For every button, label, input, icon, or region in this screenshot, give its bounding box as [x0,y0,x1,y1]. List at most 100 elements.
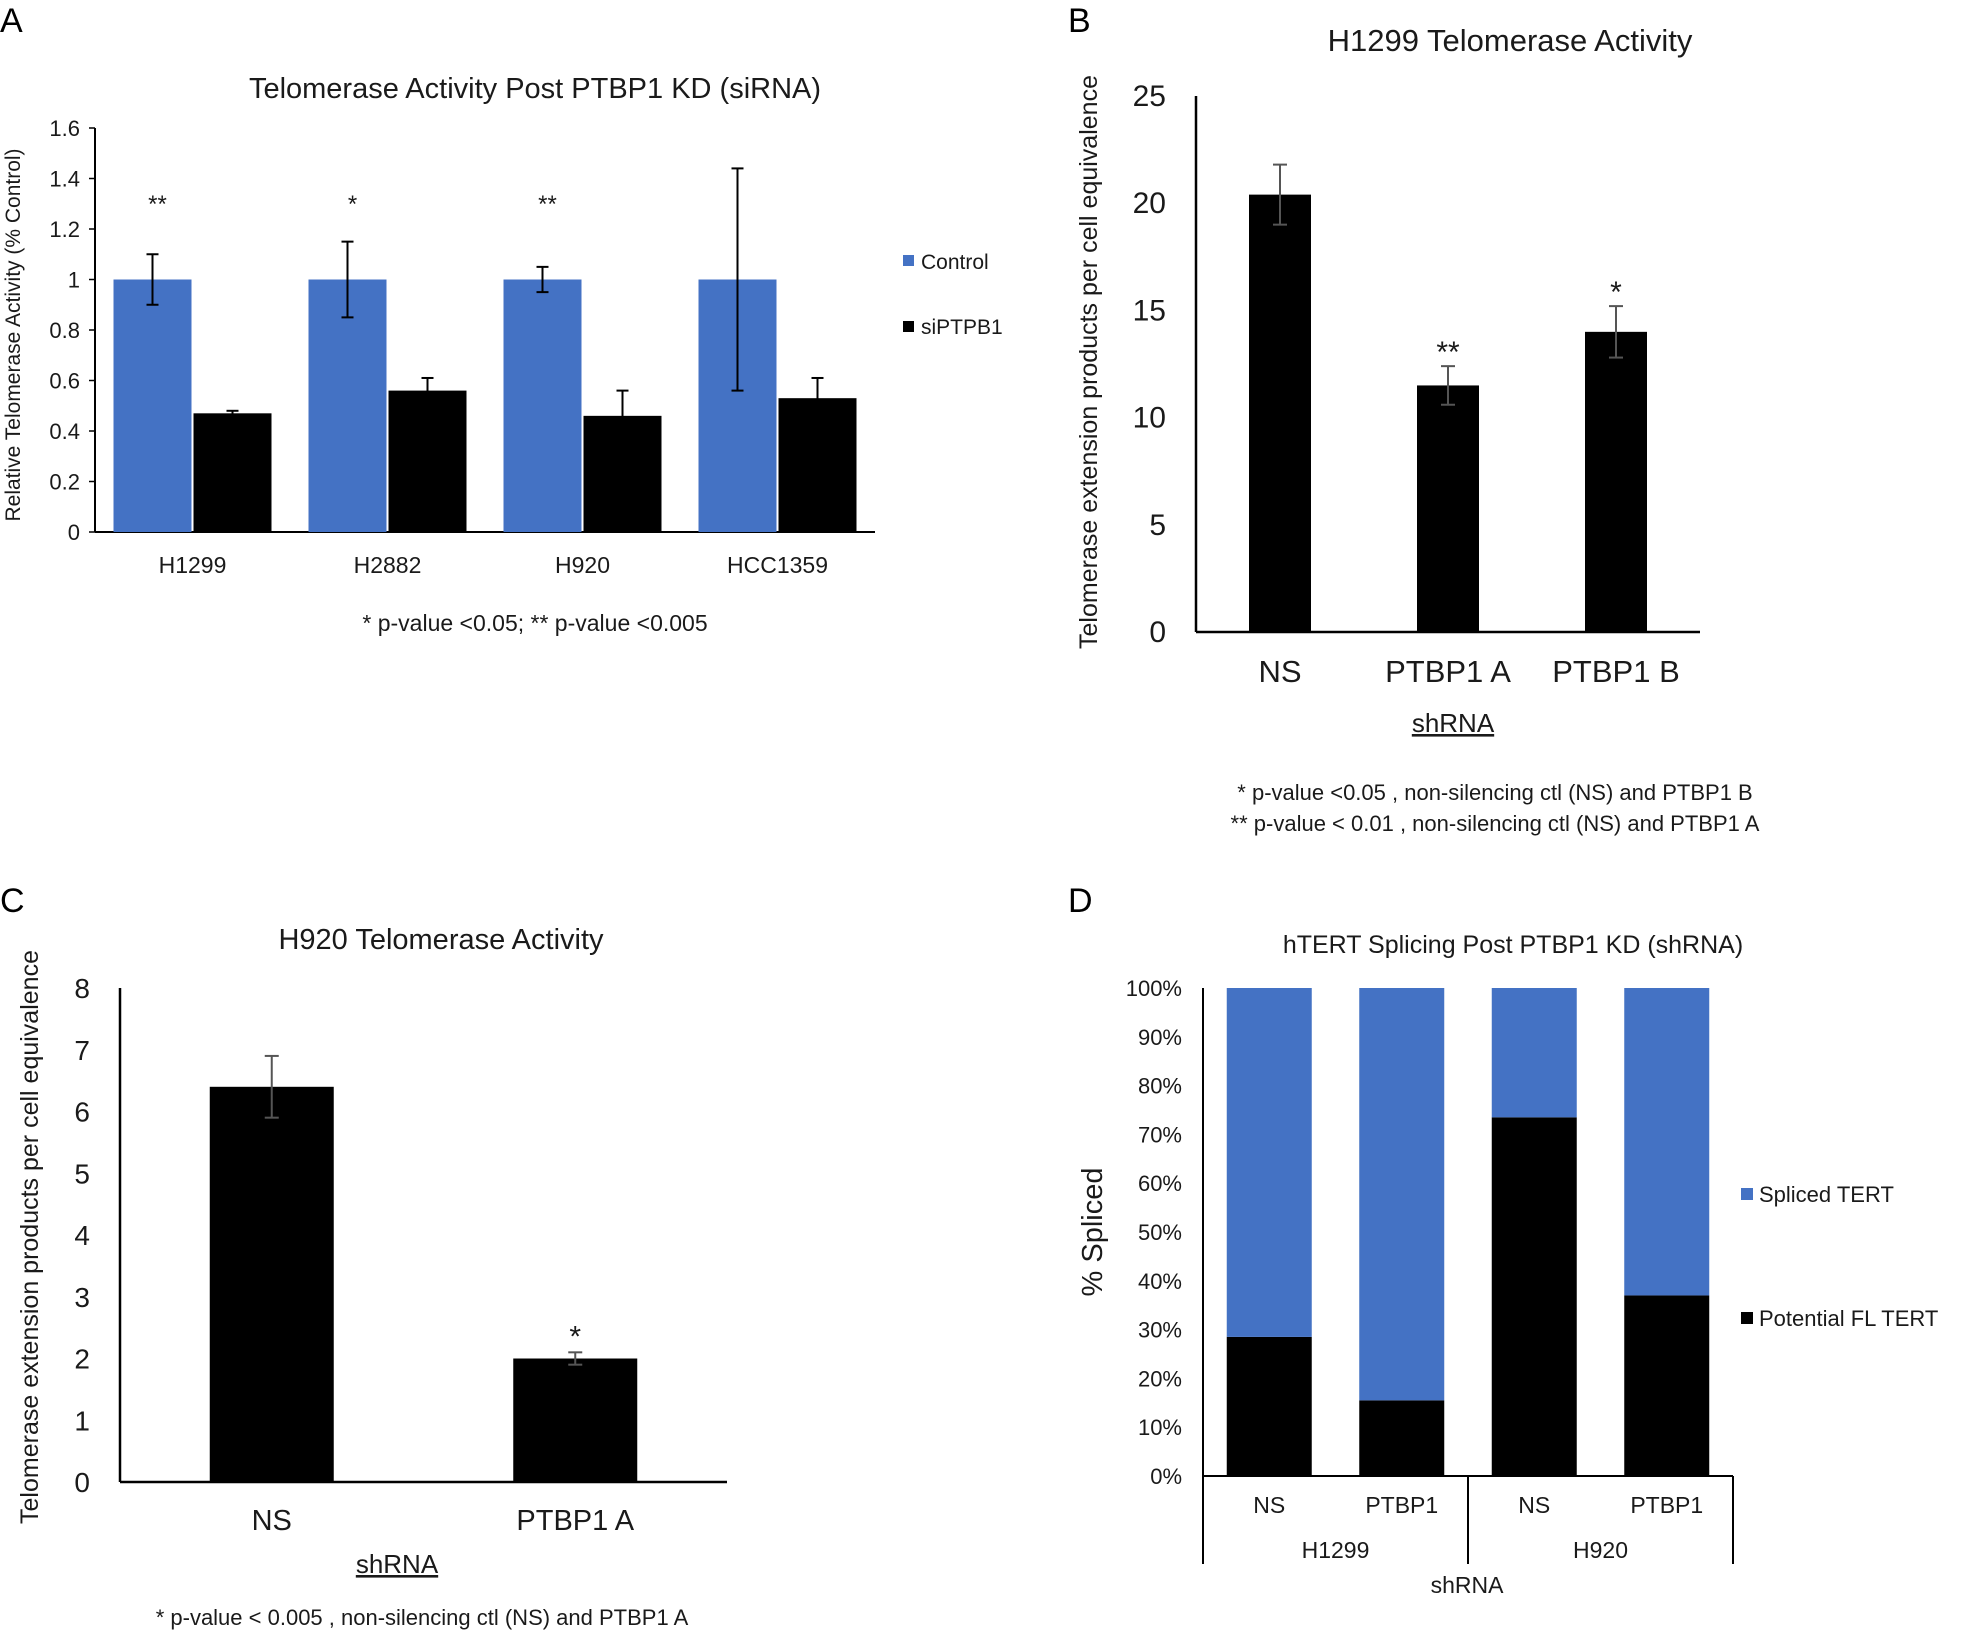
panel-a-ytick-label: 0 [68,520,80,545]
panel-d-ylabel: % Spliced [1077,1168,1109,1297]
panel-b-title: H1299 Telomerase Activity [1328,23,1693,58]
panel-a-ytick-label: 0.2 [49,470,80,495]
panel-a-ytick-label: 0.4 [49,419,80,444]
panel-a-ytick-label: 1.4 [49,167,80,192]
panel-d-bar-potential-fl-tert [1491,1117,1577,1476]
panel-c-ytick-label: 2 [74,1344,90,1375]
panel-b-ytick-label: 5 [1149,509,1166,542]
panel-a-bar-control [308,279,387,532]
panel-d-bar-spliced-tert [1359,988,1445,1401]
panel-d-ytick-label: 50% [1138,1220,1182,1245]
panel-d-ytick-label: 100% [1126,976,1182,1001]
panel-c-xlabel: shRNA [356,1549,439,1579]
panel-d-ytick-label: 20% [1138,1366,1182,1391]
panel-c-ytick-label: 1 [74,1405,90,1436]
legend-label-control: Control [921,251,989,274]
panel-d-ytick-label: 80% [1138,1074,1182,1099]
panel-d-ytick-label: 30% [1138,1318,1182,1343]
legend-label-spliced-tert: Spliced TERT [1759,1182,1894,1207]
panel-a-significance: ** [148,191,167,218]
panel-b-category-label: PTBP1 A [1385,654,1511,689]
panel-b-ytick-label: 20 [1133,187,1166,220]
legend-swatch-potential-fl-tert [1741,1312,1753,1324]
panel-c-ytick-label: 7 [74,1035,90,1066]
panel-b-bar [1417,385,1479,632]
panel-c-ytick-label: 5 [74,1158,90,1189]
panel-a-bar-control [113,279,192,532]
panel-d-bar-spliced-tert [1226,988,1312,1337]
panel-d-group-label: H920 [1573,1537,1628,1563]
panel-b-significance: ** [1436,336,1460,369]
panel-label-c: C [0,882,25,920]
panel-c-ytick-label: 8 [74,973,90,1004]
panel-a-category-label: H920 [555,552,610,578]
panel-a-ytick-label: 0.8 [49,318,80,343]
legend-swatch-spliced-tert [1741,1188,1753,1200]
panel-d-category-label: PTBP1 [1630,1492,1703,1518]
panel-a-ytick-label: 1.2 [49,217,80,242]
panel-b-chart: H1299 Telomerase Activity Telomerase ext… [1075,23,1760,836]
legend-label-potential-fl-tert: Potential FL TERT [1759,1306,1938,1331]
panel-d-ytick-label: 70% [1138,1122,1182,1147]
panel-label-d: D [1068,882,1093,920]
panel-b-ytick-label: 15 [1133,294,1166,327]
legend-swatch-siptpb1 [903,321,914,332]
panel-d-ytick-label: 90% [1138,1025,1182,1050]
panel-d-ytick-label: 40% [1138,1269,1182,1294]
panel-b-significance: * [1610,276,1622,309]
panel-d-category-label: NS [1253,1492,1285,1518]
panel-c-ytick-label: 0 [74,1467,90,1498]
panel-d-chart: hTERT Splicing Post PTBP1 KD (shRNA) % S… [1077,931,1938,1598]
panel-a-bar-siptpb1 [778,398,857,532]
panel-c-title: H920 Telomerase Activity [278,924,604,956]
panel-b-footnote-2: ** p-value < 0.01 , non-silencing ctl (N… [1231,811,1760,836]
panel-c-ylabel: Telomerase extension products per cell e… [16,950,44,1524]
panel-d-bar-spliced-tert [1491,988,1577,1118]
panel-d-category-label: NS [1518,1492,1550,1518]
panel-d-group-label: H1299 [1302,1537,1370,1563]
panel-d-bar-spliced-tert [1624,988,1710,1296]
panel-d-bar-potential-fl-tert [1359,1400,1445,1476]
panel-d-bar-potential-fl-tert [1624,1295,1710,1476]
panel-b-bar [1249,194,1311,632]
panel-c-bar [513,1358,638,1482]
panel-a-bar-siptpb1 [193,413,272,532]
panel-d-ytick-label: 10% [1138,1415,1182,1440]
panel-a-title: Telomerase Activity Post PTBP1 KD (siRNA… [249,73,821,105]
panel-label-a: A [0,2,23,40]
panel-b-ytick-label: 0 [1149,616,1166,649]
legend-label-siptpb1: siPTPB1 [921,316,1003,339]
panel-a-ylabel: Relative Telomerase Activity (% Control) [2,148,25,521]
panel-c-footnote: * p-value < 0.005 , non-silencing ctl (N… [156,1605,689,1630]
panel-c-ytick-label: 3 [74,1282,90,1313]
panel-b-category-label: PTBP1 B [1552,654,1680,689]
panel-a-category-label: H2882 [354,552,422,578]
panel-b-bar [1585,331,1647,632]
panel-a-footnote: * p-value <0.05; ** p-value <0.005 [362,610,707,636]
panel-a-bar-siptpb1 [388,390,467,532]
panel-d-bar-potential-fl-tert [1226,1336,1312,1476]
panel-d-ytick-label: 0% [1150,1464,1182,1489]
panel-b-ylabel: Telomerase extension products per cell e… [1075,75,1103,649]
legend-swatch-control [903,255,914,266]
panel-a-category-label: H1299 [159,552,227,578]
panel-a-bar-control [503,279,582,532]
panel-c-ytick-label: 4 [74,1220,90,1251]
panel-a-category-label: HCC1359 [727,552,828,578]
panel-d-title: hTERT Splicing Post PTBP1 KD (shRNA) [1283,931,1743,959]
panel-d-category-label: PTBP1 [1365,1492,1438,1518]
panel-b-ytick-label: 25 [1133,80,1166,113]
panel-c-chart: H920 Telomerase Activity Telomerase exte… [16,924,727,1630]
panel-b-xlabel: shRNA [1412,708,1495,738]
panel-a-ytick-label: 0.6 [49,369,80,394]
panel-c-bar [209,1086,334,1482]
panel-c-category-label: PTBP1 A [516,1505,634,1537]
panel-a-ytick-label: 1.6 [49,116,80,141]
panel-c-ytick-label: 6 [74,1097,90,1128]
panel-b-footnote-1: * p-value <0.05 , non-silencing ctl (NS)… [1237,780,1752,805]
panel-d-ytick-label: 60% [1138,1171,1182,1196]
panel-a-ytick-label: 1 [68,268,80,293]
panel-a-chart: Telomerase Activity Post PTBP1 KD (siRNA… [2,73,1003,636]
panel-b-category-label: NS [1258,654,1301,689]
